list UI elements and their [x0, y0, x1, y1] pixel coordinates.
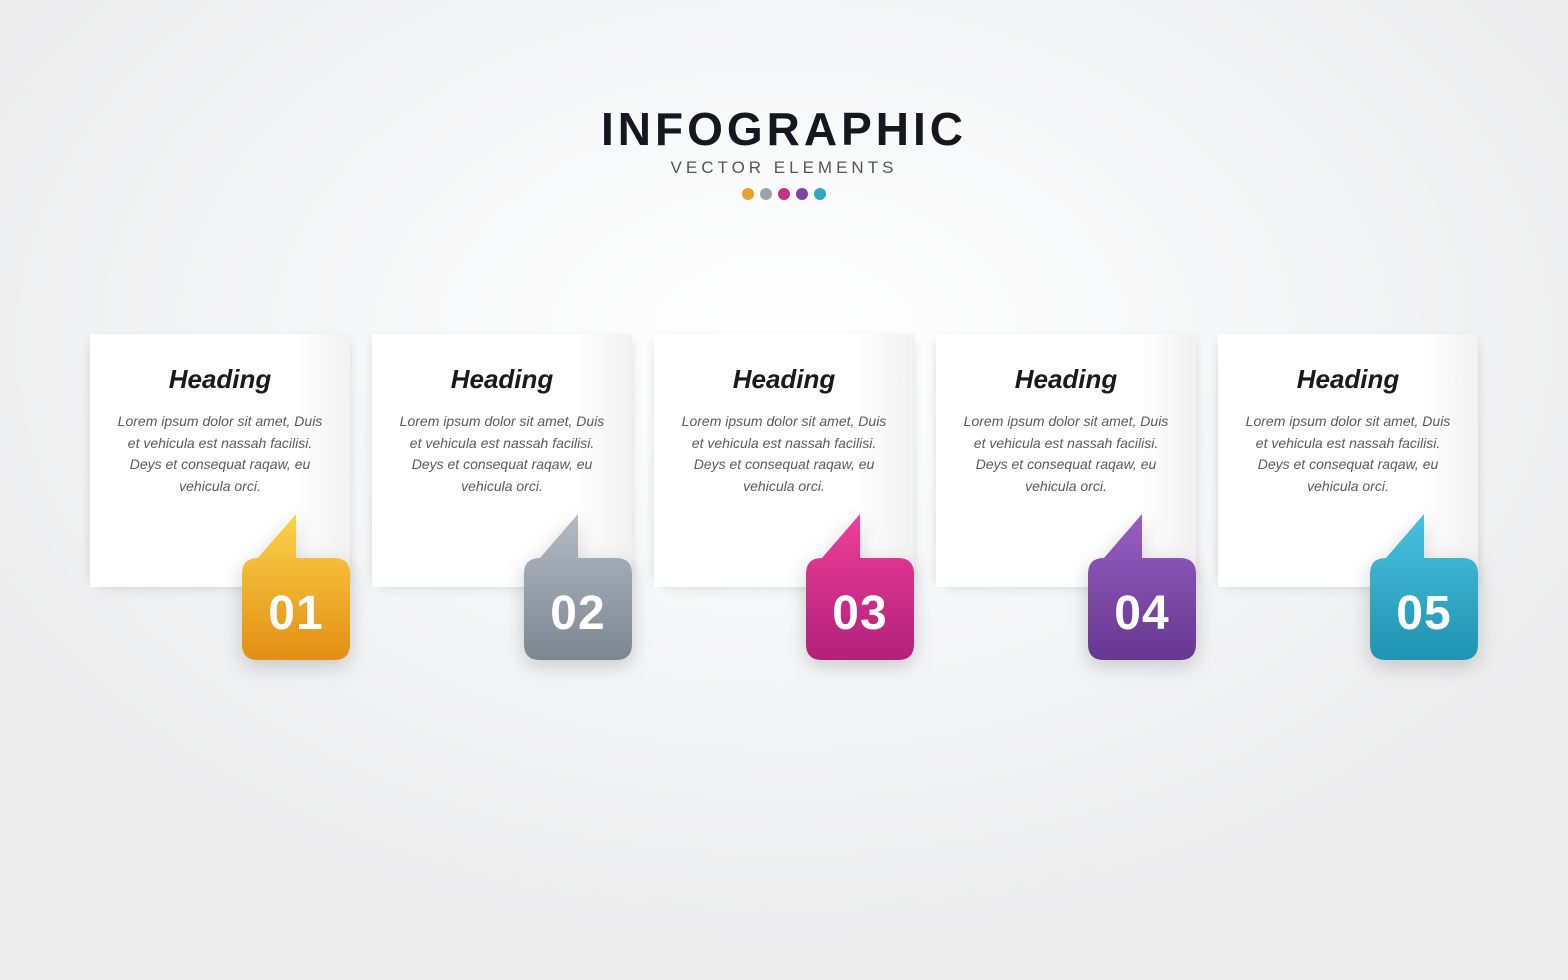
dot-5 [814, 188, 826, 200]
card-5-tag: 05 [1370, 514, 1478, 660]
header: INFOGRAPHIC VECTOR ELEMENTS [0, 102, 1568, 200]
dot-4 [796, 188, 808, 200]
dot-1 [742, 188, 754, 200]
page-title: INFOGRAPHIC [0, 102, 1568, 156]
dot-2 [760, 188, 772, 200]
card-3: Heading Lorem ipsum dolor sit amet, Duis… [654, 334, 914, 587]
card-4: Heading Lorem ipsum dolor sit amet, Duis… [936, 334, 1196, 587]
card-3-number: 03 [806, 586, 914, 641]
accent-dots [0, 188, 1568, 200]
card-5: Heading Lorem ipsum dolor sit amet, Duis… [1218, 334, 1478, 587]
card-1: Heading Lorem ipsum dolor sit amet, Duis… [90, 334, 350, 587]
card-2-number: 02 [524, 586, 632, 641]
card-4-tag: 04 [1088, 514, 1196, 660]
card-3-body: Lorem ipsum dolor sit amet, Duis et vehi… [678, 411, 890, 498]
card-1-body: Lorem ipsum dolor sit amet, Duis et vehi… [114, 411, 326, 498]
card-5-heading: Heading [1242, 364, 1454, 395]
card-5-number: 05 [1370, 586, 1478, 641]
card-4-body: Lorem ipsum dolor sit amet, Duis et vehi… [960, 411, 1172, 498]
page-subtitle: VECTOR ELEMENTS [0, 158, 1568, 178]
card-2: Heading Lorem ipsum dolor sit amet, Duis… [372, 334, 632, 587]
dot-3 [778, 188, 790, 200]
card-1-number: 01 [242, 586, 350, 641]
card-3-heading: Heading [678, 364, 890, 395]
card-2-tag: 02 [524, 514, 632, 660]
card-1-tag: 01 [242, 514, 350, 660]
cards-row: Heading Lorem ipsum dolor sit amet, Duis… [90, 334, 1478, 587]
card-5-body: Lorem ipsum dolor sit amet, Duis et vehi… [1242, 411, 1454, 498]
card-4-heading: Heading [960, 364, 1172, 395]
card-4-number: 04 [1088, 586, 1196, 641]
card-1-heading: Heading [114, 364, 326, 395]
card-2-body: Lorem ipsum dolor sit amet, Duis et vehi… [396, 411, 608, 498]
card-3-tag: 03 [806, 514, 914, 660]
card-2-heading: Heading [396, 364, 608, 395]
